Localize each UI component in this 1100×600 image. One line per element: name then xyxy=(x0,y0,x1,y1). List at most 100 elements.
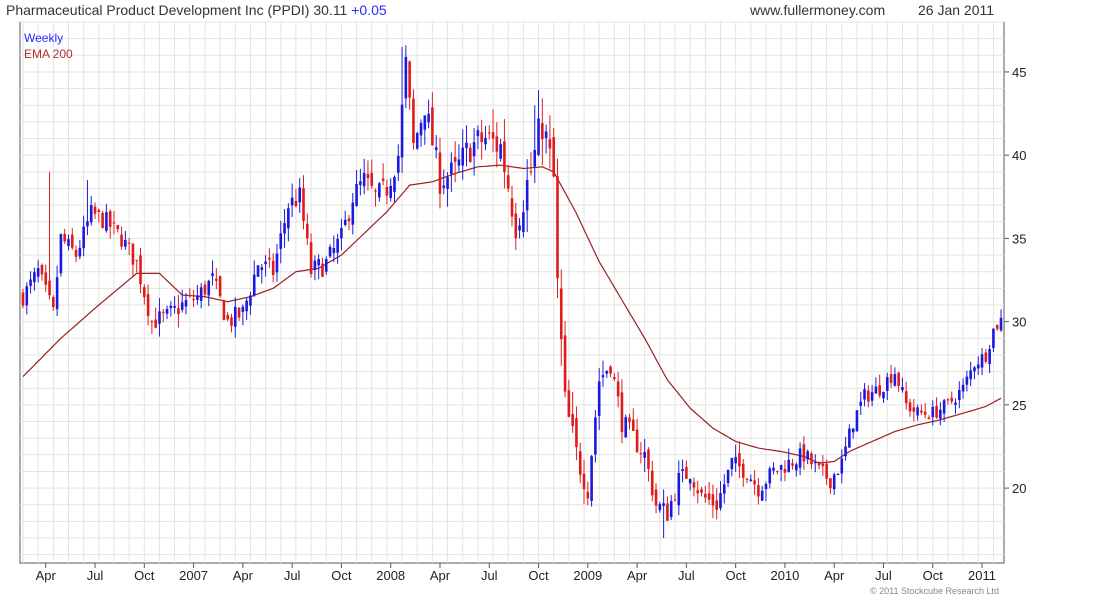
candle-body xyxy=(995,325,999,329)
candle-body xyxy=(180,302,184,310)
candle-body xyxy=(226,314,229,320)
x-tick-label: 2007 xyxy=(179,568,208,583)
candle-body xyxy=(196,295,199,300)
candle-body xyxy=(908,402,912,412)
candle-body xyxy=(63,234,66,242)
candle-body xyxy=(400,104,404,158)
legend: Weekly EMA 200 xyxy=(24,30,73,62)
candle-body xyxy=(415,133,419,149)
candle-body xyxy=(522,212,525,233)
candle-body xyxy=(487,132,491,134)
candle-body xyxy=(472,142,476,157)
candle-body xyxy=(105,212,108,231)
candle-body xyxy=(321,263,324,277)
candle-body xyxy=(976,364,980,369)
x-tick-label: 2008 xyxy=(376,568,405,583)
y-tick-label: 25 xyxy=(1012,398,1026,413)
candle-body xyxy=(74,250,78,257)
candle-body xyxy=(779,465,783,470)
candle-body xyxy=(609,366,612,374)
candle-body xyxy=(942,400,946,414)
candle-body xyxy=(484,137,487,145)
y-tick-label: 20 xyxy=(1012,481,1026,496)
candle-body xyxy=(503,141,506,172)
candle-body xyxy=(480,132,483,143)
candle-body xyxy=(863,389,866,400)
candle-body xyxy=(351,202,355,225)
candle-body xyxy=(719,493,722,509)
candle-body xyxy=(787,459,791,472)
candle-body xyxy=(548,139,552,149)
x-tick-label: Jul xyxy=(875,568,892,583)
candle-body xyxy=(249,295,252,306)
candle-body xyxy=(268,257,271,260)
candle-body xyxy=(613,377,616,380)
candle-body xyxy=(469,147,472,163)
candle-body xyxy=(135,260,139,262)
candle-body xyxy=(969,370,972,380)
candle-body xyxy=(715,500,718,510)
x-tick-label: Jul xyxy=(87,568,104,583)
candle-body xyxy=(442,185,446,188)
candle-body xyxy=(48,280,51,296)
candle-body xyxy=(677,472,681,506)
candle-body xyxy=(431,107,434,146)
candle-body xyxy=(851,428,855,433)
candle-body xyxy=(389,185,392,198)
candle-body xyxy=(552,137,555,177)
candle-body xyxy=(412,98,415,144)
candle-body xyxy=(355,183,358,206)
candle-body xyxy=(207,280,211,296)
candle-body xyxy=(222,300,226,321)
candle-body xyxy=(256,265,260,277)
candle-body xyxy=(950,397,954,402)
candle-body xyxy=(704,493,707,498)
candle-body xyxy=(776,470,779,472)
candle-body xyxy=(359,181,362,186)
candle-body xyxy=(669,501,673,518)
candle-body xyxy=(434,147,438,151)
candle-body xyxy=(124,239,127,247)
candle-body xyxy=(904,391,908,404)
candle-body xyxy=(935,405,938,418)
candle-body xyxy=(245,300,248,312)
site-link[interactable]: www.fullermoney.com xyxy=(750,2,886,18)
candle-body xyxy=(340,227,343,239)
candle-body xyxy=(514,213,518,238)
candle-body xyxy=(840,458,844,474)
candle-body xyxy=(897,372,900,386)
plot-frame xyxy=(19,21,1005,564)
candle-body xyxy=(772,467,775,471)
candle-body xyxy=(533,149,537,167)
candle-body xyxy=(798,448,802,468)
title-text: Pharmaceutical Product Development Inc (… xyxy=(6,2,348,18)
candle-body xyxy=(131,243,135,265)
candle-body xyxy=(658,504,662,511)
x-tick-label: 2009 xyxy=(573,568,602,583)
candle-body xyxy=(40,264,44,275)
candle-body xyxy=(283,223,286,234)
candle-body xyxy=(980,354,984,368)
candle-body xyxy=(378,183,381,198)
candle-body xyxy=(55,277,59,310)
candle-body xyxy=(920,410,923,413)
chart-title: Pharmaceutical Product Development Inc (… xyxy=(6,2,387,18)
candle-body xyxy=(184,299,188,307)
candle-body xyxy=(317,258,320,266)
candle-body xyxy=(362,173,366,187)
candle-body xyxy=(287,208,290,229)
candle-body xyxy=(836,474,840,476)
candle-body xyxy=(203,284,207,295)
candle-body xyxy=(306,223,309,239)
x-tick-label: Oct xyxy=(923,568,944,583)
candle-body xyxy=(188,294,192,296)
candle-body xyxy=(749,479,753,482)
candle-body xyxy=(999,317,1003,331)
candle-body xyxy=(734,456,737,464)
x-tick-label: Apr xyxy=(627,568,648,583)
candle-body xyxy=(844,446,847,457)
candle-body xyxy=(643,451,646,458)
candle-body xyxy=(889,374,893,384)
candle-body xyxy=(829,478,832,489)
